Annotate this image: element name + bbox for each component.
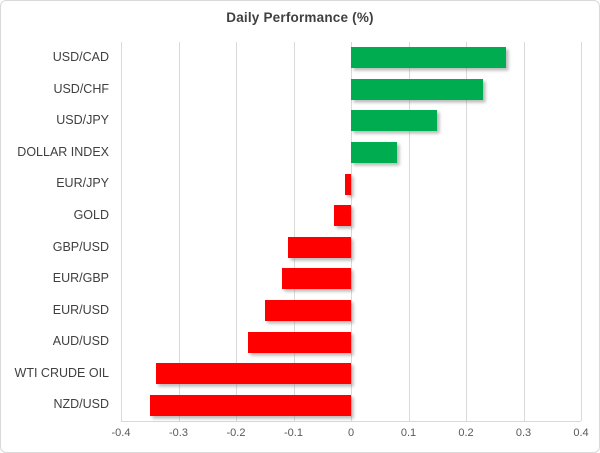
category-label-wti-crude-oil: WTI CRUDE OIL bbox=[14, 365, 109, 380]
gridline--0.1 bbox=[293, 42, 295, 421]
bar-wti-crude-oil bbox=[155, 363, 351, 385]
plot-area bbox=[121, 42, 582, 422]
bar-gbp-usd bbox=[287, 236, 351, 258]
category-label-eur-usd: EUR/USD bbox=[52, 302, 109, 317]
x-tick-label--0.4: -0.4 bbox=[111, 427, 131, 439]
bar-usd-jpy bbox=[351, 110, 438, 132]
x-tick-label-0.2: 0.2 bbox=[458, 427, 474, 439]
x-tick-label-0.4: 0.4 bbox=[573, 427, 589, 439]
category-label-usd-chf: USD/CHF bbox=[53, 81, 109, 96]
category-label-gbp-usd: GBP/USD bbox=[52, 239, 109, 254]
bar-usd-cad bbox=[351, 47, 507, 69]
x-tick-label-0.3: 0.3 bbox=[515, 427, 532, 439]
category-label-nzd-usd: NZD/USD bbox=[53, 397, 109, 412]
bar-aud-usd bbox=[247, 331, 351, 353]
bar-nzd-usd bbox=[149, 394, 351, 416]
gridline--0.3 bbox=[178, 42, 180, 421]
gridline-0.1 bbox=[408, 42, 410, 421]
x-tick-label-0: 0 bbox=[347, 427, 355, 439]
gridline--0.4 bbox=[121, 42, 122, 421]
bar-eur-usd bbox=[264, 299, 351, 321]
x-tick-label-0.1: 0.1 bbox=[400, 427, 417, 439]
bar-dollar-index bbox=[351, 142, 397, 164]
gridline--0.2 bbox=[236, 42, 237, 421]
bar-gold bbox=[333, 205, 351, 227]
x-tick-label--0.1: -0.1 bbox=[284, 427, 303, 439]
bar-eur-gbp bbox=[282, 268, 351, 290]
category-label-usd-cad: USD/CAD bbox=[52, 50, 109, 64]
x-tick-label--0.3: -0.3 bbox=[169, 427, 188, 439]
chart-title: Daily Performance (%) bbox=[226, 10, 374, 25]
category-label-eur-gbp: EUR/GBP bbox=[52, 271, 109, 286]
gridline-0 bbox=[351, 42, 352, 421]
gridline-0.3 bbox=[523, 42, 525, 421]
category-label-eur-jpy: EUR/JPY bbox=[56, 176, 109, 191]
x-tick-label--0.2: -0.2 bbox=[226, 427, 246, 439]
category-label-gold: GOLD bbox=[73, 207, 109, 222]
bar-eur-jpy bbox=[345, 173, 351, 195]
category-label-usd-jpy: USD/JPY bbox=[56, 113, 109, 128]
bar-usd-chf bbox=[351, 78, 484, 100]
category-label-dollar-index: DOLLAR INDEX bbox=[17, 144, 109, 159]
gridline-0.2 bbox=[466, 42, 467, 421]
gridline-0.4 bbox=[581, 42, 582, 421]
category-label-aud-usd: AUD/USD bbox=[52, 334, 109, 349]
